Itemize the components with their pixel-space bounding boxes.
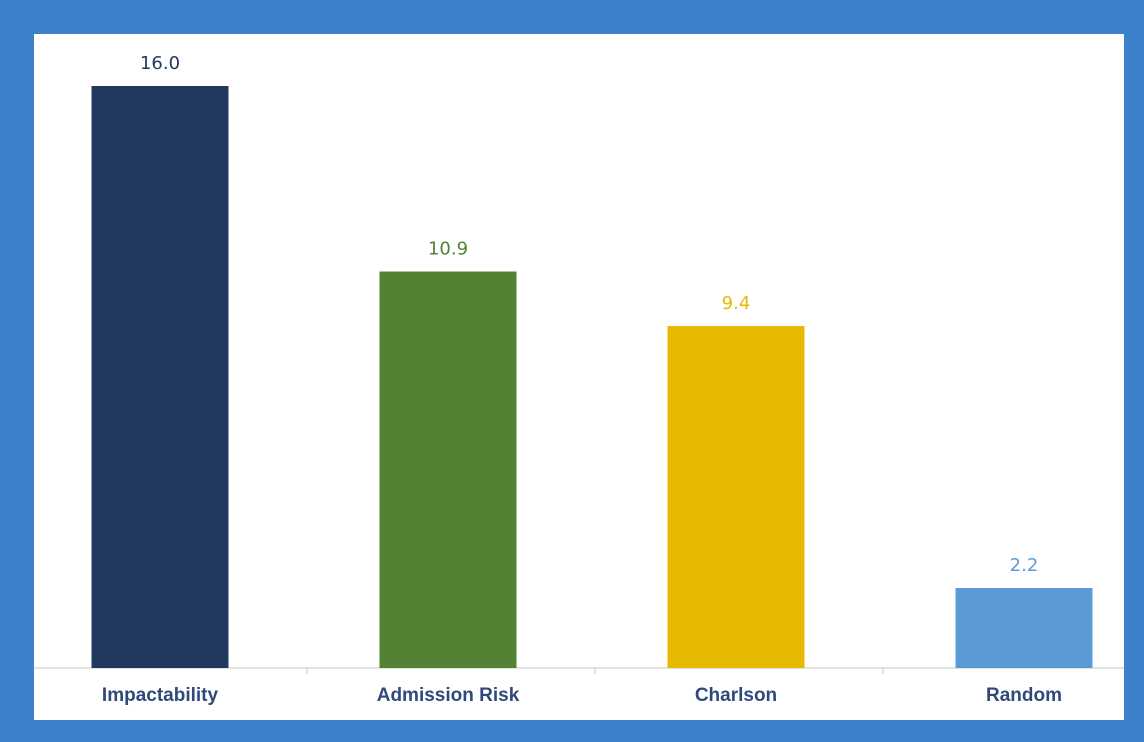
- bar-charlson: [667, 326, 805, 668]
- chart-panel: 16.0 10.9 9.4 2.2 Impactability Admission Ri…: [34, 34, 1124, 720]
- bar-impactability: [91, 86, 229, 668]
- data-label: 16.0: [140, 53, 180, 74]
- category-label: Admission Risk: [377, 685, 520, 706]
- data-label: 2.2: [1010, 555, 1039, 576]
- category-labels: Impactability Admission Risk Charlson Rando…: [102, 685, 1062, 706]
- x-axis-ticks: [306, 668, 884, 674]
- data-labels: 16.0 10.9 9.4 2.2: [140, 53, 1038, 576]
- data-label: 9.4: [722, 293, 751, 314]
- data-label: 10.9: [428, 239, 468, 260]
- bar-admission-risk: [379, 271, 517, 668]
- bar-series: [91, 86, 1093, 668]
- bar-random: [955, 587, 1093, 668]
- bar-chart: 16.0 10.9 9.4 2.2 Impactability Admission Ri…: [34, 53, 1124, 706]
- category-label: Charlson: [695, 685, 777, 706]
- category-label: Impactability: [102, 685, 219, 706]
- category-label: Random: [986, 685, 1062, 706]
